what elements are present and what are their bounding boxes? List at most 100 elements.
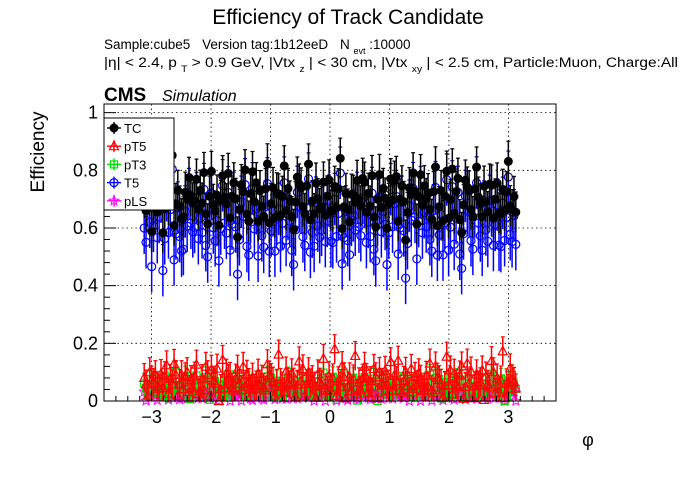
data-point [511,207,521,217]
data-point [356,201,366,211]
data-point [501,187,511,197]
data-point [405,362,417,374]
data-point [249,197,259,207]
data-point [300,209,310,219]
data-point [356,230,366,241]
data-point [382,260,392,270]
data-point [260,384,272,395]
data-point [257,201,267,211]
y-tick-label: 1 [88,103,98,123]
legend-label-t5: T5 [124,176,139,191]
data-point [388,195,398,205]
data-point [298,232,308,242]
data-point [393,249,403,259]
data-point [229,178,239,188]
data-point [266,199,276,209]
data-point [439,379,451,390]
data-point [327,372,339,383]
data-point [247,167,257,177]
data-point [478,393,490,405]
data-point [365,201,375,211]
data-point [490,194,500,204]
y-tick-label: 0.2 [73,333,98,353]
data-point [444,364,456,375]
data-point [378,184,388,194]
data-point [392,354,404,365]
data-point [401,273,411,283]
data-point [197,198,207,208]
data-point [510,382,522,393]
data-point [142,389,154,400]
data-point [215,382,227,394]
legend-label-pt3: pT3 [124,157,146,172]
data-point [509,192,519,202]
data-point [173,186,183,196]
data-point [293,355,305,366]
series-tc [139,134,521,261]
data-point [214,220,224,230]
subtitle-pt-sub: T [181,64,188,74]
data-point [403,207,413,217]
data-point [431,162,441,172]
data-point [275,241,286,251]
data-point [158,228,168,238]
subtitle-sample: Sample:cube5 [104,37,190,52]
data-point [234,204,244,214]
subtitle-line-2: |η| < 2.4, p T > 0.9 GeV, |Vtx z | < 30 … [104,55,678,75]
data-point [181,365,193,377]
subtitle-n-value: :10000 [369,37,410,52]
subtitle-vxy-sub: xy [412,64,423,74]
data-point [470,184,480,194]
data-point [290,197,300,207]
data-point [203,219,213,229]
data-point [237,360,249,371]
data-point [289,225,299,235]
x-axis-label: φ [582,430,594,450]
data-point [317,352,329,363]
data-point [354,222,364,232]
data-point [307,227,317,237]
legend-label-pt5: pT5 [124,139,146,154]
data-point [345,250,355,260]
data-point [335,153,345,163]
data-point [401,235,411,245]
data-point [326,236,336,246]
data-point [288,259,299,270]
data-point [390,374,402,386]
subtitle-version: Version tag:1b12eeD [202,37,328,52]
data-point [170,368,182,380]
data-point [483,207,493,217]
data-point [337,224,347,234]
y-tick-label: 0 [88,391,98,411]
data-point [451,187,461,197]
data-point [338,370,350,382]
data-point [205,191,215,201]
data-point [198,383,210,395]
data-point [199,168,209,178]
data-point [412,219,422,229]
x-tick-label: 0 [325,407,335,427]
data-point [259,211,269,221]
data-point [408,168,418,178]
legend: TC pT5 pT3 T5 pLS [103,117,175,211]
data-point [438,250,448,260]
data-point [399,197,409,207]
data-point [416,170,426,180]
subtitle-line-1: Sample:cube5 Version tag:1b12eeD N evt :… [104,37,411,57]
data-point [465,365,477,376]
data-point [425,234,435,245]
data-point [509,394,522,407]
legend-marker [109,178,119,188]
subtitle-vz-cut: | < 30 cm, |Vtx [309,55,408,70]
data-point [332,203,342,213]
data-point [468,244,478,254]
data-point [360,177,370,187]
data-point [427,214,437,224]
data-point [139,223,149,233]
data-point [475,231,485,241]
data-point [191,174,201,184]
data-point [503,156,513,166]
data-point [225,213,235,223]
